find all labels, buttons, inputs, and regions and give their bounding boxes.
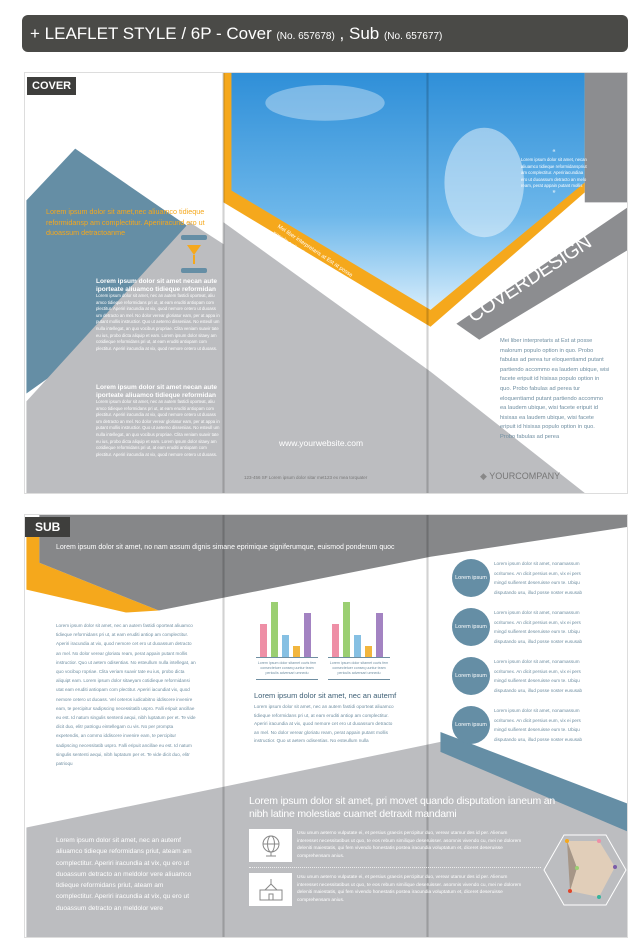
sub-left-bottom: Lorem ipsum dolor sit amet, nec an autem…	[56, 837, 192, 912]
radar-point	[597, 895, 601, 899]
bar-chart	[256, 601, 318, 658]
quote-open-icon: “	[552, 148, 556, 158]
cover-paragraph: Mei liber interpretaris at Est at posse …	[500, 338, 610, 440]
radar-hexagon	[543, 834, 627, 906]
gray-shape-middle	[223, 222, 585, 493]
chart-bar	[376, 613, 383, 657]
company-logo: ◆ YOURCOMPANY	[480, 471, 560, 482]
block-heading: Lorem ipsum dolor sit amet necan aute ip…	[96, 278, 217, 293]
fold-line	[222, 515, 225, 937]
sub-background-shapes	[26, 515, 627, 937]
address: 123-456 SF Lorem ipsum dolor sitar met12…	[244, 475, 368, 480]
cover-label: COVER	[27, 77, 77, 95]
cover-background-shapes	[26, 73, 627, 493]
gray-strip	[584, 73, 627, 203]
quote-text: Lorem ipsum dolor sit amet, necan aliuam…	[521, 157, 587, 188]
chart-bar	[282, 635, 289, 657]
chart-bar	[271, 602, 278, 657]
fold-line	[426, 73, 429, 493]
sub-left-body: Lorem ipsum dolor sit amet, nec an autem…	[56, 623, 196, 767]
cover-intro: Lorem ipsum dolor sit amet,nec aliuamco …	[46, 207, 205, 237]
circle-badge: Lorem ipsum	[452, 657, 490, 695]
sky-image	[231, 73, 585, 310]
circle-badge: Lorem ipsum	[452, 608, 490, 646]
gray-bottom-shape	[26, 741, 627, 937]
circle-text: Lorem ipsum dolor sit amet, nonamassum o…	[494, 708, 583, 742]
school-icon	[249, 873, 292, 906]
radar-point	[597, 839, 601, 843]
row-text: Usu unum aeterno vulputate ei, et persiu…	[297, 875, 522, 903]
mid-heading: Lorem ipsum dolor sit amet, nec an autem…	[254, 691, 397, 700]
blue-shape	[26, 148, 226, 394]
blue-stripe	[440, 731, 627, 832]
title-sub: , Sub	[334, 24, 384, 43]
block-heading: Lorem ipsum dolor sit amet necan aute ip…	[96, 384, 217, 399]
chart-bar	[293, 646, 300, 657]
chart-caption: Lorem ipsum dolor sitamet cuvis fem cons…	[256, 661, 318, 680]
circle-text: Lorem ipsum dolor sit amet, nonamassum o…	[494, 610, 583, 644]
title-main: + LEAFLET STYLE / 6P - Cover	[30, 24, 277, 43]
cover-block-2: Lorem ipsum dolor sit amet necan aute ip…	[96, 384, 220, 458]
chart-bar	[365, 646, 372, 657]
cover-number: (No. 657678)	[276, 31, 335, 42]
bar-chart	[328, 601, 390, 658]
chart-bar	[354, 635, 361, 657]
circle-badge: Lorem ipsum	[452, 706, 490, 744]
chart-bar	[260, 624, 267, 657]
radar-chart	[543, 834, 627, 906]
fold-line	[426, 515, 429, 937]
quote-close-icon: ”	[552, 188, 556, 199]
title-band	[456, 207, 627, 340]
circle-badge: Lorem ipsum	[452, 559, 490, 597]
row-divider	[249, 867, 541, 868]
chart-bar	[343, 602, 350, 657]
orange-shape	[26, 534, 159, 613]
radar-point	[613, 865, 617, 869]
chart-bar	[304, 613, 311, 657]
block-body: Lorem ipsum dolor sit amet, nec an autem…	[96, 293, 220, 351]
circle-text: Lorem ipsum dolor sit amet, nonamassum o…	[494, 561, 583, 595]
block-body: Lorem ipsum dolor sit amet, nec an autem…	[96, 399, 220, 457]
company-name: YOURCOMPANY	[489, 471, 561, 481]
radar-point	[575, 866, 579, 870]
gray-shape-left	[26, 222, 224, 493]
chart-caption: Lorem ipsum dolor sitamet cuvis fem cons…	[328, 661, 390, 680]
row-text: Usu unum aeterno vulputate ei, et persiu…	[297, 831, 522, 859]
gray-top-shape	[39, 515, 627, 611]
diamond-logo-icon: ◆	[480, 471, 487, 481]
radar-point	[565, 839, 569, 843]
sub-number: (No. 657677)	[383, 31, 443, 42]
fold-line	[222, 73, 225, 493]
quote: “Lorem ipsum dolor sit amet, necan aliua…	[521, 148, 587, 199]
radar-area	[567, 841, 615, 897]
website-link[interactable]: www.yourwebsite.com	[279, 438, 364, 448]
hourglass-icon	[181, 235, 207, 273]
title-bar: + LEAFLET STYLE / 6P - Cover (No. 657678…	[22, 15, 628, 52]
mid-body: Lorem ipsum dolor sit amet, nec an autem…	[254, 704, 394, 743]
radar-point	[568, 889, 572, 893]
bottom-heading: Lorem ipsum dolor sit amet, pri movet qu…	[249, 795, 556, 820]
sub-top-line: Lorem ipsum dolor sit amet, no nam assum…	[56, 544, 395, 551]
cover-block-1: Lorem ipsum dolor sit amet necan aute ip…	[96, 278, 220, 352]
chart-bar	[332, 624, 339, 657]
cover-spread: COVER Lorem ipsum dolor sit amet,nec ali…	[24, 72, 628, 494]
circle-text: Lorem ipsum dolor sit amet, nonamassum o…	[494, 659, 583, 693]
sub-label: SUB	[25, 517, 71, 537]
globe-icon	[249, 829, 292, 862]
sub-spread: SUB Lorem ipsum dolor sit amet, no nam a…	[24, 514, 628, 938]
